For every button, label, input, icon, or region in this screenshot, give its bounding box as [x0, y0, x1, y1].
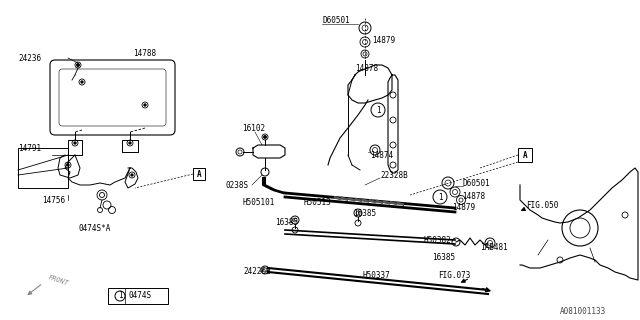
Circle shape [74, 142, 76, 144]
Text: 16385: 16385 [353, 209, 376, 218]
Text: 16102: 16102 [242, 124, 265, 132]
Text: 1AB481: 1AB481 [480, 243, 508, 252]
Circle shape [77, 63, 79, 67]
Text: 24236: 24236 [18, 53, 41, 62]
Text: 0238S: 0238S [225, 180, 248, 189]
Circle shape [131, 174, 133, 176]
Text: 14788: 14788 [133, 49, 156, 58]
Bar [193, 168, 205, 180]
Text: H505101: H505101 [242, 197, 275, 206]
Circle shape [129, 142, 131, 144]
Circle shape [67, 164, 69, 166]
Text: H50513: H50513 [303, 197, 331, 206]
Text: 1: 1 [376, 106, 380, 115]
Text: D60501: D60501 [322, 15, 349, 25]
Bar [108, 288, 168, 304]
Text: 24226B: 24226B [243, 268, 271, 276]
Text: A: A [523, 150, 527, 159]
Text: 0474S*A: 0474S*A [78, 223, 110, 233]
Text: 14879: 14879 [372, 36, 395, 44]
Bar [518, 148, 532, 162]
Bar [18, 148, 68, 188]
Text: 1: 1 [118, 292, 122, 300]
Text: FIG.073: FIG.073 [438, 270, 470, 279]
Text: 16385: 16385 [275, 218, 298, 227]
Text: H50382: H50382 [423, 236, 451, 244]
Text: 14791: 14791 [18, 143, 41, 153]
Text: FIG.050: FIG.050 [526, 201, 558, 210]
Circle shape [144, 104, 146, 106]
Text: FRONT: FRONT [47, 274, 69, 286]
Text: D60501: D60501 [462, 179, 490, 188]
Text: H50337: H50337 [362, 270, 390, 279]
Text: 16385: 16385 [432, 253, 455, 262]
Circle shape [264, 135, 266, 139]
Text: A081001133: A081001133 [560, 308, 606, 316]
Text: 14874: 14874 [370, 150, 393, 159]
Text: 14879: 14879 [452, 203, 475, 212]
Circle shape [81, 81, 83, 83]
Text: A: A [196, 170, 202, 179]
Text: 14756: 14756 [42, 196, 65, 204]
Text: 14878: 14878 [462, 191, 485, 201]
Text: 22328B: 22328B [380, 171, 408, 180]
Text: 14878: 14878 [355, 63, 378, 73]
Text: 0474S: 0474S [128, 292, 151, 300]
Text: 1: 1 [438, 193, 442, 202]
